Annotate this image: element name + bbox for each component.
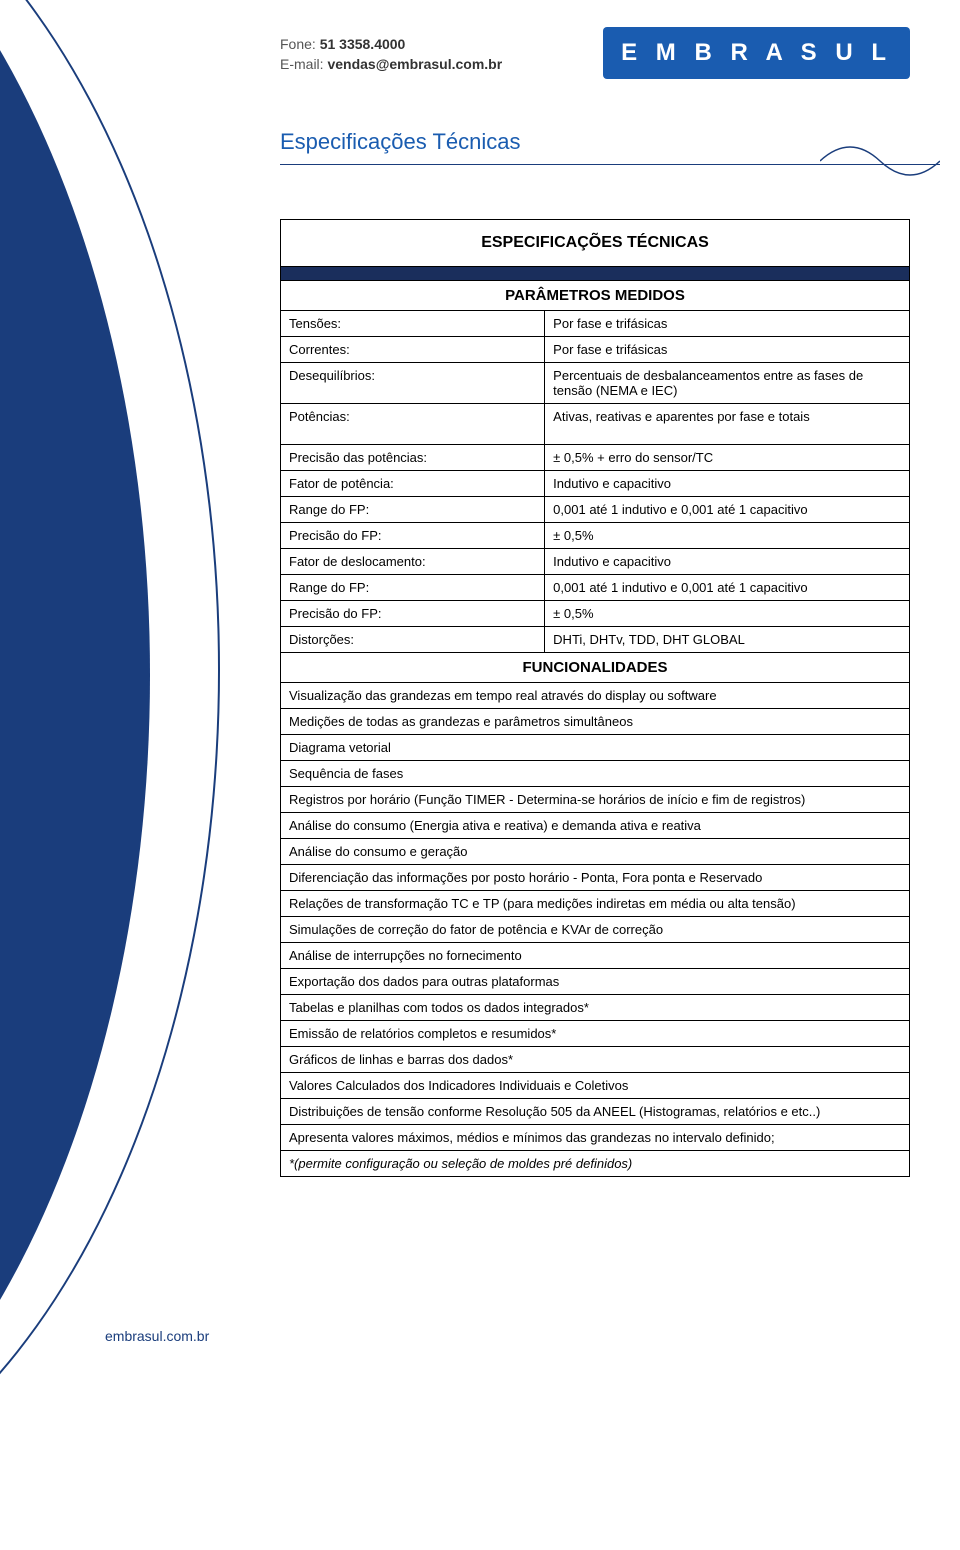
func-item: Tabelas e planilhas com todos os dados i… (281, 995, 910, 1021)
table-row: Diagrama vetorial (281, 735, 910, 761)
table-row: Precisão do FP: ± 0,5% (281, 601, 910, 627)
func-item: Diagrama vetorial (281, 735, 910, 761)
param-label: Distorções: (281, 627, 545, 653)
table-row: Apresenta valores máximos, médios e míni… (281, 1125, 910, 1151)
table-row: Gráficos de linhas e barras dos dados* (281, 1047, 910, 1073)
table-row: Valores Calculados dos Indicadores Indiv… (281, 1073, 910, 1099)
param-value: Por fase e trifásicas (545, 311, 910, 337)
table-row: Range do FP: 0,001 até 1 indutivo e 0,00… (281, 575, 910, 601)
param-value: Por fase e trifásicas (545, 337, 910, 363)
param-label: Precisão das potências: (281, 445, 545, 471)
func-item: Distribuições de tensão conforme Resoluç… (281, 1099, 910, 1125)
table-row: Precisão do FP: ± 0,5% (281, 523, 910, 549)
param-label: Range do FP: (281, 575, 545, 601)
table-row: Sequência de fases (281, 761, 910, 787)
table-row: Fator de potência: Indutivo e capacitivo (281, 471, 910, 497)
param-value: ± 0,5% (545, 523, 910, 549)
brand-logo: E M B R A S U L (603, 27, 910, 79)
table-row: Medições de todas as grandezas e parâmet… (281, 709, 910, 735)
func-item: Análise do consumo e geração (281, 839, 910, 865)
table-row: Análise do consumo e geração (281, 839, 910, 865)
table-row: Tensões: Por fase e trifásicas (281, 311, 910, 337)
dark-band (281, 267, 910, 281)
param-value: ± 0,5% (545, 601, 910, 627)
section-title: Especificações Técnicas (280, 129, 910, 155)
func-section-title: FUNCIONALIDADES (281, 653, 910, 683)
table-row: Simulações de correção do fator de potên… (281, 917, 910, 943)
section-title-row: Especificações Técnicas (280, 129, 910, 169)
param-label: Fator de potência: (281, 471, 545, 497)
param-value: Ativas, reativas e aparentes por fase e … (545, 404, 910, 445)
table-row: Distribuições de tensão conforme Resoluç… (281, 1099, 910, 1125)
table-main-title: ESPECIFICAÇÕES TÉCNICAS (281, 220, 910, 267)
param-value: Indutivo e capacitivo (545, 471, 910, 497)
table-row: Potências: Ativas, reativas e aparentes … (281, 404, 910, 445)
wave-icon (820, 141, 940, 181)
param-label: Desequilíbrios: (281, 363, 545, 404)
param-label: Tensões: (281, 311, 545, 337)
param-value: DHTi, DHTv, TDD, DHT GLOBAL (545, 627, 910, 653)
phone-label: Fone: (280, 36, 316, 52)
table-row: Precisão das potências: ± 0,5% + erro do… (281, 445, 910, 471)
table-row: Análise do consumo (Energia ativa e reat… (281, 813, 910, 839)
table-row: Correntes: Por fase e trifásicas (281, 337, 910, 363)
param-value: Indutivo e capacitivo (545, 549, 910, 575)
table-row: Distorções: DHTi, DHTv, TDD, DHT GLOBAL (281, 627, 910, 653)
param-label: Precisão do FP: (281, 523, 545, 549)
func-item: Relações de transformação TC e TP (para … (281, 891, 910, 917)
func-item: Análise do consumo (Energia ativa e reat… (281, 813, 910, 839)
params-section-title: PARÂMETROS MEDIDOS (281, 281, 910, 311)
param-label: Correntes: (281, 337, 545, 363)
email-label: E-mail: (280, 56, 324, 72)
func-item: Simulações de correção do fator de potên… (281, 917, 910, 943)
func-item: Exportação dos dados para outras platafo… (281, 969, 910, 995)
func-item: Medições de todas as grandezas e parâmet… (281, 709, 910, 735)
param-label: Fator de deslocamento: (281, 549, 545, 575)
func-item: Gráficos de linhas e barras dos dados* (281, 1047, 910, 1073)
param-value: 0,001 até 1 indutivo e 0,001 até 1 capac… (545, 575, 910, 601)
table-row: Emissão de relatórios completos e resumi… (281, 1021, 910, 1047)
table-row: Fator de deslocamento: Indutivo e capaci… (281, 549, 910, 575)
func-item: Sequência de fases (281, 761, 910, 787)
table-row: Tabelas e planilhas com todos os dados i… (281, 995, 910, 1021)
func-item: Emissão de relatórios completos e resumi… (281, 1021, 910, 1047)
param-value: Percentuais de desbalanceamentos entre a… (545, 363, 910, 404)
footnote: *(permite configuração ou seleção de mol… (281, 1151, 910, 1177)
table-row: Diferenciação das informações por posto … (281, 865, 910, 891)
func-item: Visualização das grandezas em tempo real… (281, 683, 910, 709)
table-row: Registros por horário (Função TIMER - De… (281, 787, 910, 813)
spec-table: ESPECIFICAÇÕES TÉCNICAS PARÂMETROS MEDID… (280, 219, 910, 1177)
func-item: Análise de interrupções no fornecimento (281, 943, 910, 969)
func-item: Apresenta valores máximos, médios e míni… (281, 1125, 910, 1151)
param-label: Precisão do FP: (281, 601, 545, 627)
param-value: 0,001 até 1 indutivo e 0,001 até 1 capac… (545, 497, 910, 523)
func-item: Diferenciação das informações por posto … (281, 865, 910, 891)
table-row: *(permite configuração ou seleção de mol… (281, 1151, 910, 1177)
param-label: Range do FP: (281, 497, 545, 523)
func-item: Registros por horário (Função TIMER - De… (281, 787, 910, 813)
param-label: Potências: (281, 404, 545, 445)
left-blue-arc-outline (0, 0, 220, 1520)
func-item: Valores Calculados dos Indicadores Indiv… (281, 1073, 910, 1099)
param-value: ± 0,5% + erro do sensor/TC (545, 445, 910, 471)
table-row: Exportação dos dados para outras platafo… (281, 969, 910, 995)
email-value: vendas@embrasul.com.br (327, 56, 502, 72)
table-row: Análise de interrupções no fornecimento (281, 943, 910, 969)
table-row: Relações de transformação TC e TP (para … (281, 891, 910, 917)
table-row: Range do FP: 0,001 até 1 indutivo e 0,00… (281, 497, 910, 523)
phone-value: 51 3358.4000 (320, 36, 406, 52)
footer-url: embrasul.com.br (105, 1328, 209, 1344)
table-row: Visualização das grandezas em tempo real… (281, 683, 910, 709)
page-content: Fone: 51 3358.4000 E-mail: vendas@embras… (280, 35, 910, 1177)
table-row: Desequilíbrios: Percentuais de desbalanc… (281, 363, 910, 404)
